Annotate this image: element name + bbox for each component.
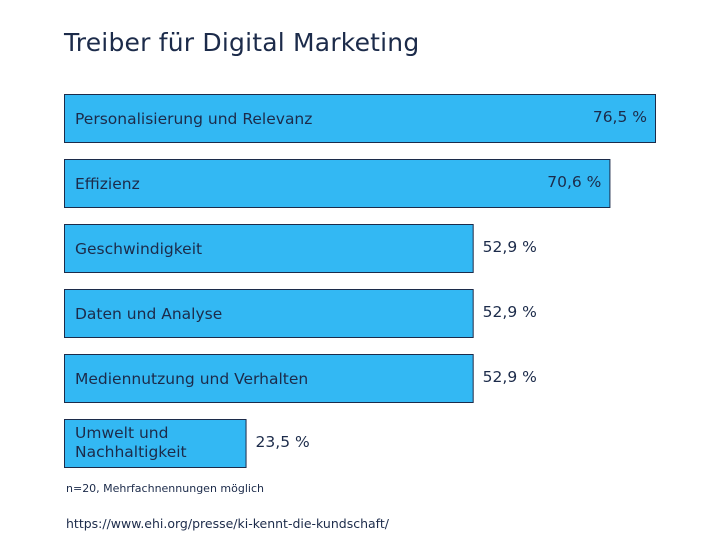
category-label-5: Umwelt und Nachhaltigkeit	[75, 424, 187, 461]
category-label-3: Daten und Analyse	[75, 305, 222, 323]
bar-2	[64, 224, 474, 273]
bar-4	[64, 354, 474, 403]
bar-0	[64, 94, 656, 143]
bar-3	[64, 289, 474, 338]
category-label-1: Effizienz	[75, 175, 140, 193]
category-label-4: Mediennutzung und Verhalten	[75, 370, 308, 388]
value-label-1: 70,6 %	[547, 173, 601, 191]
value-label-0: 76,5 %	[593, 108, 647, 126]
value-label-3: 52,9 %	[483, 303, 537, 321]
source-url: https://www.ehi.org/presse/ki-kennt-die-…	[66, 516, 389, 531]
bar-1	[64, 159, 611, 208]
value-label-5: 23,5 %	[256, 433, 310, 451]
bar-chart: Personalisierung und Relevanz 76,5 % Effiz…	[64, 94, 656, 468]
bar-5	[64, 419, 247, 468]
chart-title: Treiber für Digital Marketing	[64, 28, 420, 57]
category-label-0: Personalisierung und Relevanz	[75, 110, 312, 128]
sample-note: n=20, Mehrfachnennungen möglich	[66, 482, 264, 495]
value-label-4: 52,9 %	[483, 368, 537, 386]
value-label-2: 52,9 %	[483, 238, 537, 256]
category-label-2: Geschwindigkeit	[75, 240, 202, 258]
